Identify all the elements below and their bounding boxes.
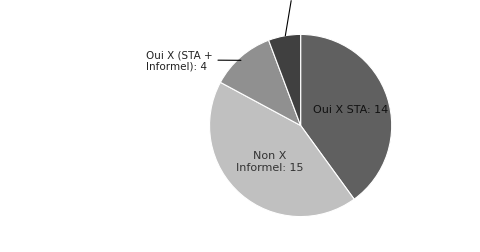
Text: Oui X STA: 14: Oui X STA: 14 (312, 105, 388, 115)
Wedge shape (220, 41, 300, 126)
Wedge shape (268, 35, 300, 126)
Text: Oui X (STA +
Informel): 4: Oui X (STA + Informel): 4 (145, 50, 240, 71)
Text: Non X
Informel: 15: Non X Informel: 15 (235, 151, 302, 172)
Wedge shape (300, 35, 391, 199)
Text: Non x (STA +
Informel): 2: Non x (STA + Informel): 2 (259, 0, 327, 37)
Wedge shape (209, 83, 353, 217)
